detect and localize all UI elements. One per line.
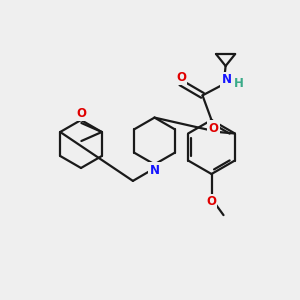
Text: O: O bbox=[208, 122, 219, 135]
Text: N: N bbox=[149, 164, 160, 177]
Text: H: H bbox=[234, 77, 243, 90]
Text: O: O bbox=[176, 71, 186, 84]
Text: N: N bbox=[221, 73, 232, 86]
Text: O: O bbox=[76, 107, 86, 120]
Text: O: O bbox=[206, 195, 216, 208]
